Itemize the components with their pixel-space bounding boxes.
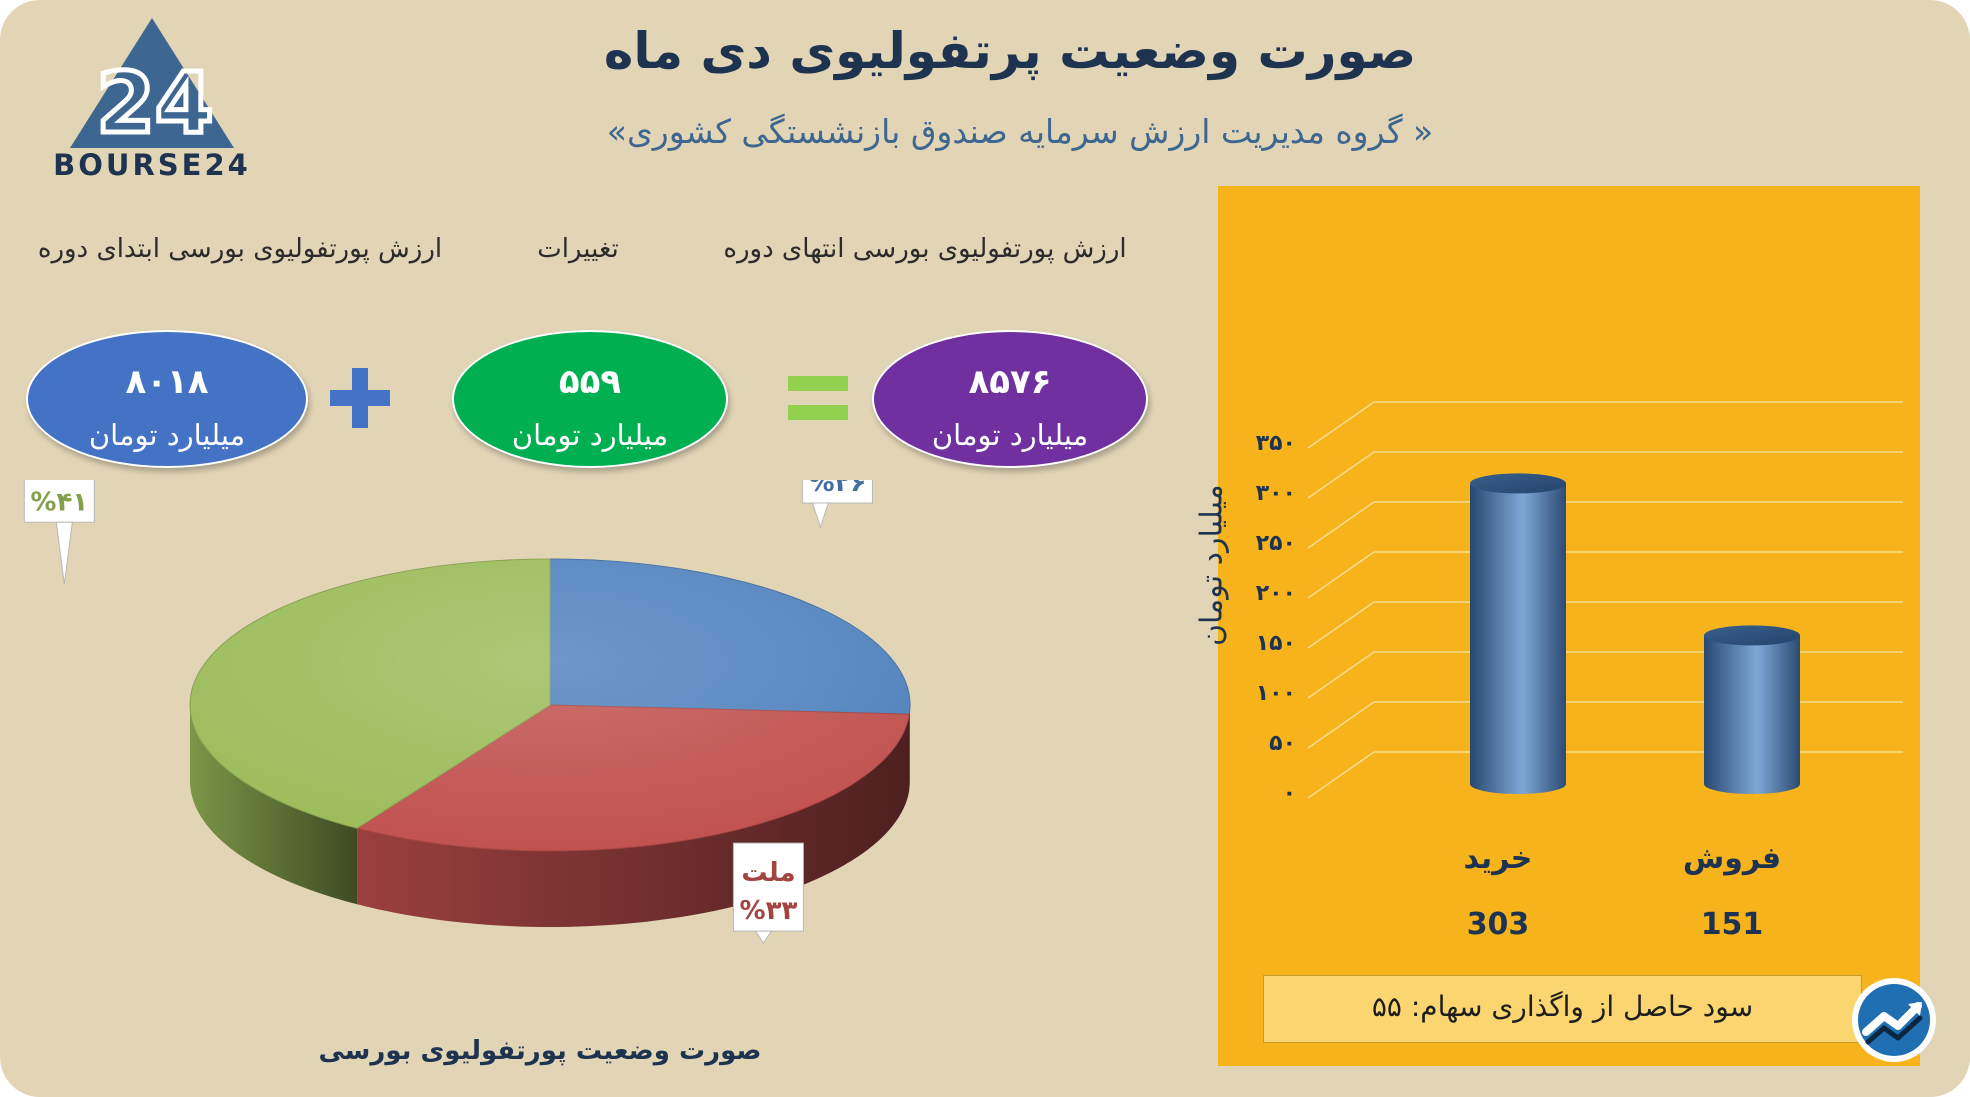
start-value-oval: ۸۰۱۸ میلیارد تومان bbox=[26, 330, 308, 468]
pie-label-percent: %۳۳ bbox=[740, 896, 798, 926]
bar-خرید bbox=[1470, 473, 1566, 794]
change-value-oval: ۵۵۹ میلیارد تومان bbox=[452, 330, 728, 468]
pie-caption: صورت وضعیت پورتفولیوی بورسی bbox=[318, 1036, 762, 1066]
grid-diagonal bbox=[1307, 751, 1375, 799]
value-label: 303 bbox=[1467, 907, 1530, 942]
pie-label-percent: %۲۶ bbox=[809, 480, 867, 498]
bar-panel bbox=[1218, 186, 1920, 1066]
change-value-unit: میلیارد تومان bbox=[511, 418, 669, 452]
page-subtitle: «گروه مدیریت ارزش سرمایه صندوق بازنشستگی… bbox=[606, 112, 1434, 151]
pie-shine bbox=[190, 559, 910, 851]
grid-diagonal bbox=[1307, 651, 1375, 699]
pie-callout-ملت: ملت %۳۳ bbox=[732, 842, 804, 944]
grid-diagonal bbox=[1307, 451, 1375, 499]
logo-mark: 24 bbox=[97, 54, 214, 152]
category-label: فروش bbox=[1683, 841, 1781, 876]
y-tick-label: ۰ bbox=[1283, 781, 1296, 806]
pie-side-سایر bbox=[190, 705, 358, 905]
grid-diagonal bbox=[1307, 601, 1375, 649]
bar-فروش bbox=[1704, 625, 1800, 794]
grid-diagonal bbox=[1307, 501, 1375, 549]
value-label: 151 bbox=[1701, 907, 1764, 942]
pie-callout-جم: جم%۲۶ bbox=[801, 480, 873, 529]
bar-y-axis-label: میلیارد تومان bbox=[1194, 484, 1230, 646]
y-tick-label: ۲۵۰ bbox=[1256, 531, 1296, 556]
y-tick-label: ۱۵۰ bbox=[1256, 631, 1296, 656]
grid-diagonal bbox=[1307, 401, 1375, 449]
grid-diagonal bbox=[1307, 551, 1375, 599]
pie-label-name: ملت bbox=[741, 858, 795, 888]
start-value-header: ارزش پورتفولیوی بورسی ابتدای دوره bbox=[37, 234, 443, 264]
profit-note: سود حاصل از واگذاری سهام: ۵۵ bbox=[1263, 975, 1862, 1043]
y-tick-label: ۲۰۰ bbox=[1256, 581, 1296, 606]
portfolio-pie-chart: جم%۲۶ ملت %۳۳ سایر%۴۱ bbox=[23, 480, 911, 944]
page-title: صورت وضعیت پرتفولیوی دی ماه bbox=[603, 22, 1417, 80]
pie-callout-سایر: سایر%۴۱ bbox=[23, 480, 95, 585]
y-tick-label: ۳۰۰ bbox=[1256, 481, 1296, 506]
y-tick-label: ۱۰۰ bbox=[1256, 681, 1296, 706]
change-value: ۵۵۹ bbox=[558, 362, 622, 402]
trend-up-icon bbox=[1852, 978, 1936, 1062]
buy-sell-bar-chart: ۰ ۵۰ ۱۰۰ ۱۵۰ ۲۰۰ ۲۵۰ ۳۰۰ ۳۵۰ خرید فروش 303 151 bbox=[1256, 401, 1903, 942]
equals-icon bbox=[788, 376, 848, 420]
y-tick-label: ۳۵۰ bbox=[1256, 431, 1296, 456]
pie-side-جم bbox=[909, 705, 910, 791]
change-header: تغییرات bbox=[537, 234, 619, 264]
plus-icon bbox=[330, 368, 390, 428]
end-value-oval: ۸۵۷۶ میلیارد تومان bbox=[872, 330, 1148, 468]
y-tick-label: ۵۰ bbox=[1269, 731, 1296, 756]
end-value-header: ارزش پورتفولیوی بورسی انتهای دوره bbox=[723, 234, 1127, 264]
grid-diagonal bbox=[1307, 701, 1375, 749]
end-value-unit: میلیارد تومان bbox=[931, 418, 1089, 452]
pie-label-percent: %۴۱ bbox=[30, 487, 88, 517]
start-value-unit: میلیارد تومان bbox=[88, 418, 246, 452]
end-value: ۸۵۷۶ bbox=[968, 362, 1052, 402]
bourse24-logo: 24 bbox=[70, 18, 234, 155]
logo-text: BOURSE24 bbox=[53, 148, 251, 182]
category-label: خرید bbox=[1464, 841, 1533, 876]
start-value: ۸۰۱۸ bbox=[125, 362, 209, 402]
